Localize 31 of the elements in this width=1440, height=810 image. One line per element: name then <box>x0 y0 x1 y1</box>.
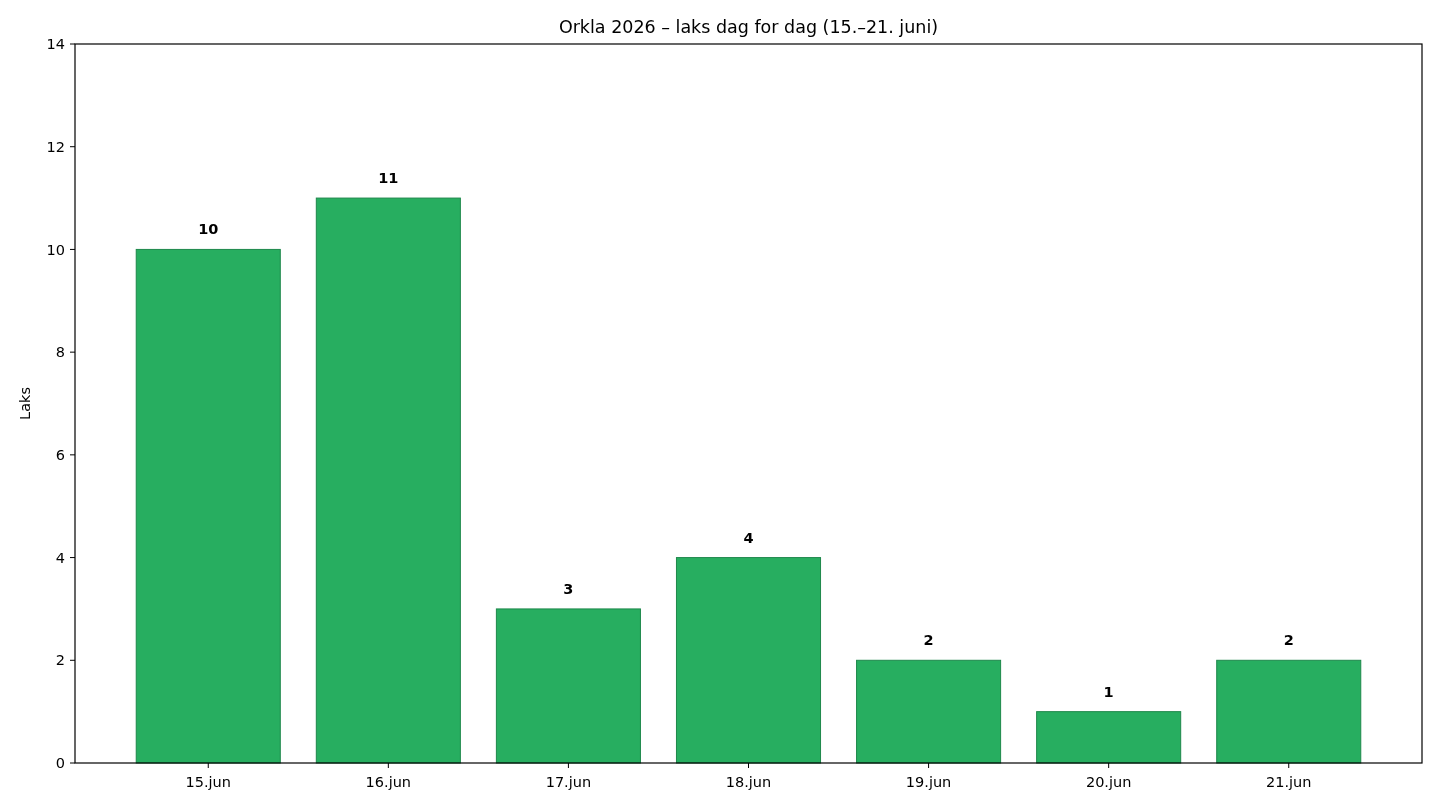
y-tick-label: 12 <box>46 138 65 155</box>
y-tick-label: 14 <box>46 36 65 53</box>
data-label: 1 <box>1103 683 1114 700</box>
y-tick-label: 4 <box>55 549 65 566</box>
y-tick-label: 10 <box>46 241 65 258</box>
x-tick-label: 21.jun <box>1266 774 1312 790</box>
y-tick-label: 2 <box>55 652 65 669</box>
data-label: 4 <box>743 529 754 546</box>
x-tick-label: 20.jun <box>1085 774 1132 790</box>
x-tick-label: 18.jun <box>725 774 772 790</box>
data-label: 2 <box>923 632 934 649</box>
y-tick-label: 0 <box>55 755 65 772</box>
y-tick-label: 6 <box>55 446 65 463</box>
data-label: 10 <box>198 221 219 238</box>
data-label: 2 <box>1283 632 1294 649</box>
y-axis-title: Laks <box>17 387 33 420</box>
bar <box>315 197 461 764</box>
y-tick-label: 8 <box>55 344 65 361</box>
bar <box>856 659 1002 764</box>
bar <box>135 248 281 764</box>
x-tick-label: 16.jun <box>365 774 412 790</box>
x-tick-label: 17.jun <box>545 774 592 790</box>
bar <box>675 557 822 764</box>
chart-title: Orkla 2026 – laks dag for dag (15.–21. juni) <box>558 17 939 37</box>
data-label: 11 <box>378 170 399 187</box>
data-label: 3 <box>563 580 574 597</box>
bar <box>1036 711 1182 764</box>
x-tick-label: 15.jun <box>185 774 231 790</box>
bar <box>1216 659 1362 764</box>
bar <box>495 608 641 764</box>
x-tick-label: 19.jun <box>905 774 952 790</box>
